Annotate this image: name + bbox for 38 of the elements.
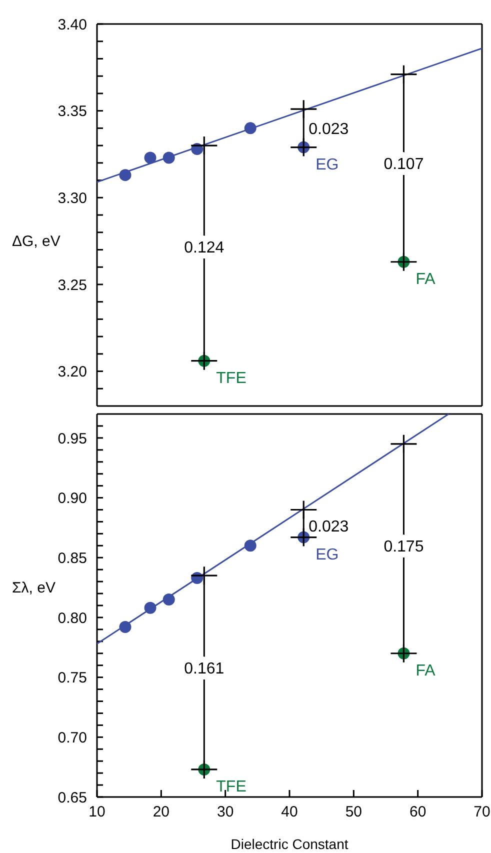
point [162, 594, 175, 606]
y-tick-label: 3.35 [58, 103, 87, 120]
x-tick-label: 50 [345, 804, 362, 821]
point [144, 602, 156, 614]
y-tick-label: 3.25 [58, 276, 87, 294]
y-tick-label: 3.30 [58, 190, 87, 207]
x-tick-label: 20 [152, 804, 170, 821]
annotation: TFE [216, 370, 246, 387]
y-tick-label: 0.65 [58, 789, 87, 806]
y-tick-label: 0.75 [58, 670, 87, 687]
x-tick-label: 30 [216, 804, 234, 821]
y-tick-label: 0.95 [58, 430, 87, 448]
annotation: 0.023 [308, 518, 349, 536]
point [119, 169, 132, 182]
annotation: FA [416, 662, 436, 680]
annotation: FA [416, 270, 436, 288]
point [144, 152, 156, 164]
x-tick-label: 70 [474, 804, 490, 821]
annotation: EG [316, 546, 339, 564]
point [244, 122, 256, 134]
point [119, 621, 132, 634]
point [244, 540, 256, 552]
y-axis-title: ΔG, eV [12, 233, 60, 250]
x-tick-label: 10 [88, 804, 106, 821]
y-tick-label: 0.70 [58, 729, 87, 746]
x-tick-label: 40 [281, 804, 298, 821]
point [162, 152, 175, 164]
y-tick-label: 0.85 [58, 550, 87, 567]
y-tick-label: 0.80 [58, 610, 87, 627]
y-axis-title: Σλ, eV [12, 580, 56, 597]
x-axis-title: Dielectric Constant [230, 836, 348, 852]
y-tick-label: 3.20 [58, 364, 87, 381]
annotation: TFE [216, 778, 246, 796]
y-tick-label: 3.40 [58, 16, 87, 34]
y-tick-label: 0.90 [58, 490, 87, 508]
x-tick-label: 60 [409, 804, 426, 821]
annotation: 0.023 [308, 121, 349, 138]
annotation: EG [316, 156, 339, 174]
